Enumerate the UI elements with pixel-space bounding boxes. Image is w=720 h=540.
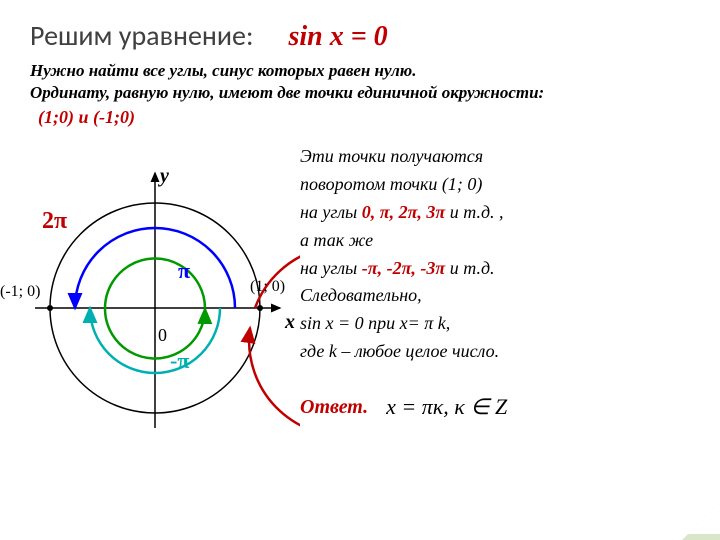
diagram-y-label: y xyxy=(160,165,169,188)
answer-label: Ответ. xyxy=(300,396,368,419)
explanation-text: Эти точки получаются поворотом точки (1;… xyxy=(300,133,708,458)
title-label: Решим уравнение: xyxy=(30,18,253,53)
diagram-point-right: (1; 0) xyxy=(250,278,285,296)
body-line-6: Следовательно, xyxy=(300,282,708,310)
diagram-point-left: (-1; 0) xyxy=(0,283,40,301)
body-line-8: где k – любое целое число. xyxy=(300,338,708,366)
page-curl-icon xyxy=(682,502,720,540)
body-line-5: на углы -π, -2π, -3π и т.д. xyxy=(300,255,708,283)
points-note: (1;0) и (-1;0) xyxy=(38,107,690,128)
diagram-two-pi-label: 2π xyxy=(42,208,67,235)
diagram-pi-label: π xyxy=(178,258,190,284)
answer-row: Ответ. x = πκ, κ ∈ Z xyxy=(300,394,708,420)
title-equation: sin x = 0 xyxy=(288,21,387,53)
body-line-2: поворотом точки (1; 0) xyxy=(300,171,708,199)
body-line-4: а так же xyxy=(300,227,708,255)
diagram-x-label: x xyxy=(285,311,295,334)
unit-circle-diagram: y x (-1; 0) (1; 0) 0 π -π 2π xyxy=(0,133,300,458)
answer-equation: x = πκ, κ ∈ Z xyxy=(386,394,507,420)
body-line-7: sin x = 0 при x= π k, xyxy=(300,310,708,338)
diagram-zero-label: 0 xyxy=(158,325,167,346)
body-line-1: Эти точки получаются xyxy=(300,143,708,171)
body-line-3: на углы 0, π, 2π, 3π и т.д. , xyxy=(300,199,708,227)
subtitle-line-2: Ординату, равную нулю, имеют две точки е… xyxy=(30,83,690,103)
diagram-minus-pi-label: -π xyxy=(170,348,189,374)
subtitle-line-1: Нужно найти все углы, синус которых раве… xyxy=(30,61,690,81)
